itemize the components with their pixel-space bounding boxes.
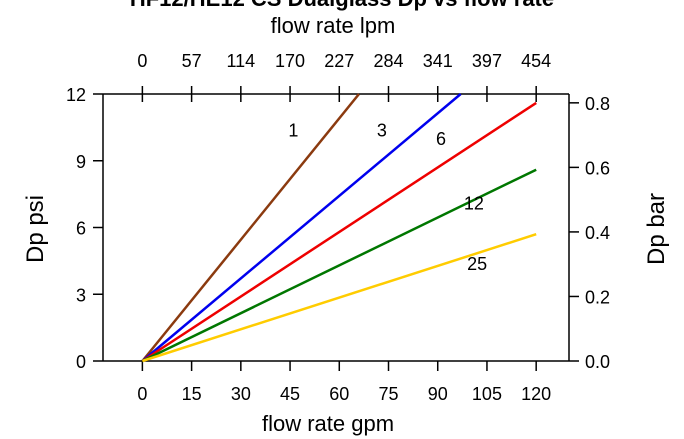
left-axis-title: Dp psi [22,195,49,263]
y2-tick-label: 0.0 [585,352,610,372]
x2-tick-label: 227 [324,51,354,71]
series-labels-group: 1 3 6 12 25 [288,120,487,274]
series-line-3 [141,93,462,362]
series-line-25 [142,233,537,363]
top-axis-title: flow rate lpm [271,13,396,38]
right-axis-title: Dp bar [643,193,670,265]
x2-tick-label: 170 [275,51,305,71]
y-tick-label: 0 [76,352,86,372]
x-tick-label: 45 [280,384,300,404]
y2-tick-label: 0.8 [585,94,610,114]
y-tick-label: 3 [76,285,86,305]
x-tick-label: 15 [182,384,202,404]
x-tick-label: 0 [137,384,147,404]
x2-tick-label: 341 [423,51,453,71]
x-tick-label: 105 [472,384,502,404]
x-tick-label: 60 [329,384,349,404]
series-line-1 [141,93,360,362]
y2-tick-label: 0.4 [585,223,610,243]
x2-tick-label: 0 [137,51,147,71]
x2-tick-label: 114 [226,51,255,71]
bottom-axis-title: flow rate gpm [262,411,394,436]
series-label-6: 6 [436,129,446,149]
x-tick-label: 120 [521,384,551,404]
series-line-6 [141,101,537,363]
y2-tick-label: 0.6 [585,158,610,178]
x-tick-label: 75 [378,384,398,404]
y-tick-label: 6 [76,219,86,239]
chart-title: HF12/HE12 CS Dualglass Dp vs flow rate [130,0,554,11]
series-label-25: 25 [467,254,487,274]
x2-tick-label: 57 [182,51,202,71]
series-label-1: 1 [288,120,298,140]
x2-tick-label: 397 [472,51,502,71]
y2-tick-label: 0.2 [585,287,610,307]
y-tick-label: 9 [76,152,86,172]
series-label-12: 12 [464,194,484,214]
x-tick-label: 90 [428,384,448,404]
x2-tick-label: 284 [373,51,403,71]
x-tick-label: 30 [231,384,251,404]
series-group [141,93,537,363]
y-tick-label: 12 [66,85,86,105]
series-label-3: 3 [377,120,387,140]
x2-tick-label: 454 [521,51,551,71]
axes-group: 0015573011445170602277528490341105397120… [66,51,610,404]
series-line-12 [141,168,537,363]
